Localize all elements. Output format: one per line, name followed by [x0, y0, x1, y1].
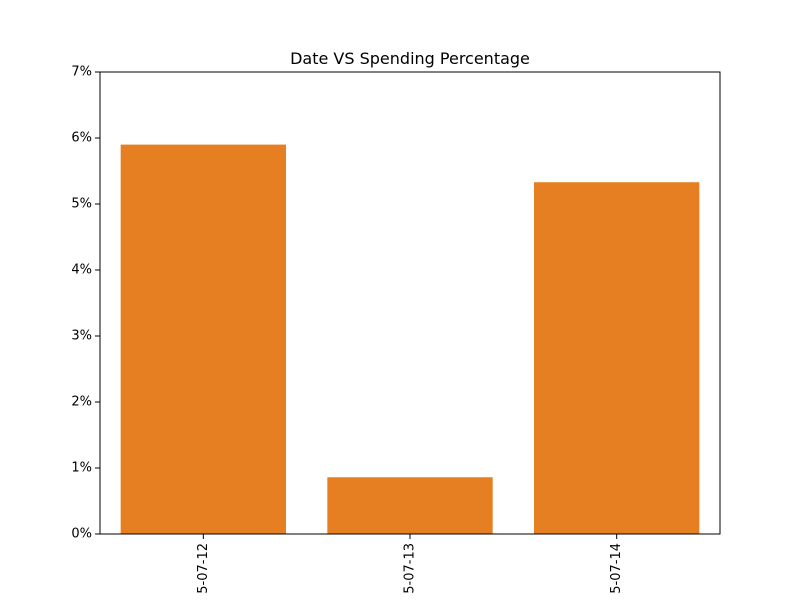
chart-title: Date VS Spending Percentage — [290, 49, 530, 68]
y-tick-label-7: 7% — [71, 65, 92, 80]
y-tick-label-1: 1% — [71, 461, 92, 476]
y-tick-label-6: 6% — [71, 131, 92, 146]
x-tick-label-5-07-13: 5-07-13 — [403, 543, 418, 594]
y-tick-label-3: 3% — [71, 329, 92, 344]
x-tick-label-5-07-12: 5-07-12 — [196, 543, 211, 594]
x-tick-label-5-07-14: 5-07-14 — [609, 543, 624, 594]
y-tick-label-5: 5% — [71, 197, 92, 212]
y-tick-label-0: 0% — [71, 527, 92, 542]
bars-layer — [120, 144, 700, 534]
bar-5-07-12 — [120, 144, 287, 534]
bar-5-07-13 — [327, 477, 493, 534]
y-tick-label-2: 2% — [71, 395, 92, 410]
axes-layer: 5-07-12 5-07-13 5-07-14 0% 1% 2% 3% 4% 5% 6% 7% — [71, 65, 721, 594]
plot-frame — [99, 71, 721, 535]
bar-5-07-14 — [534, 182, 700, 534]
y-tick-label-4: 4% — [71, 263, 92, 278]
